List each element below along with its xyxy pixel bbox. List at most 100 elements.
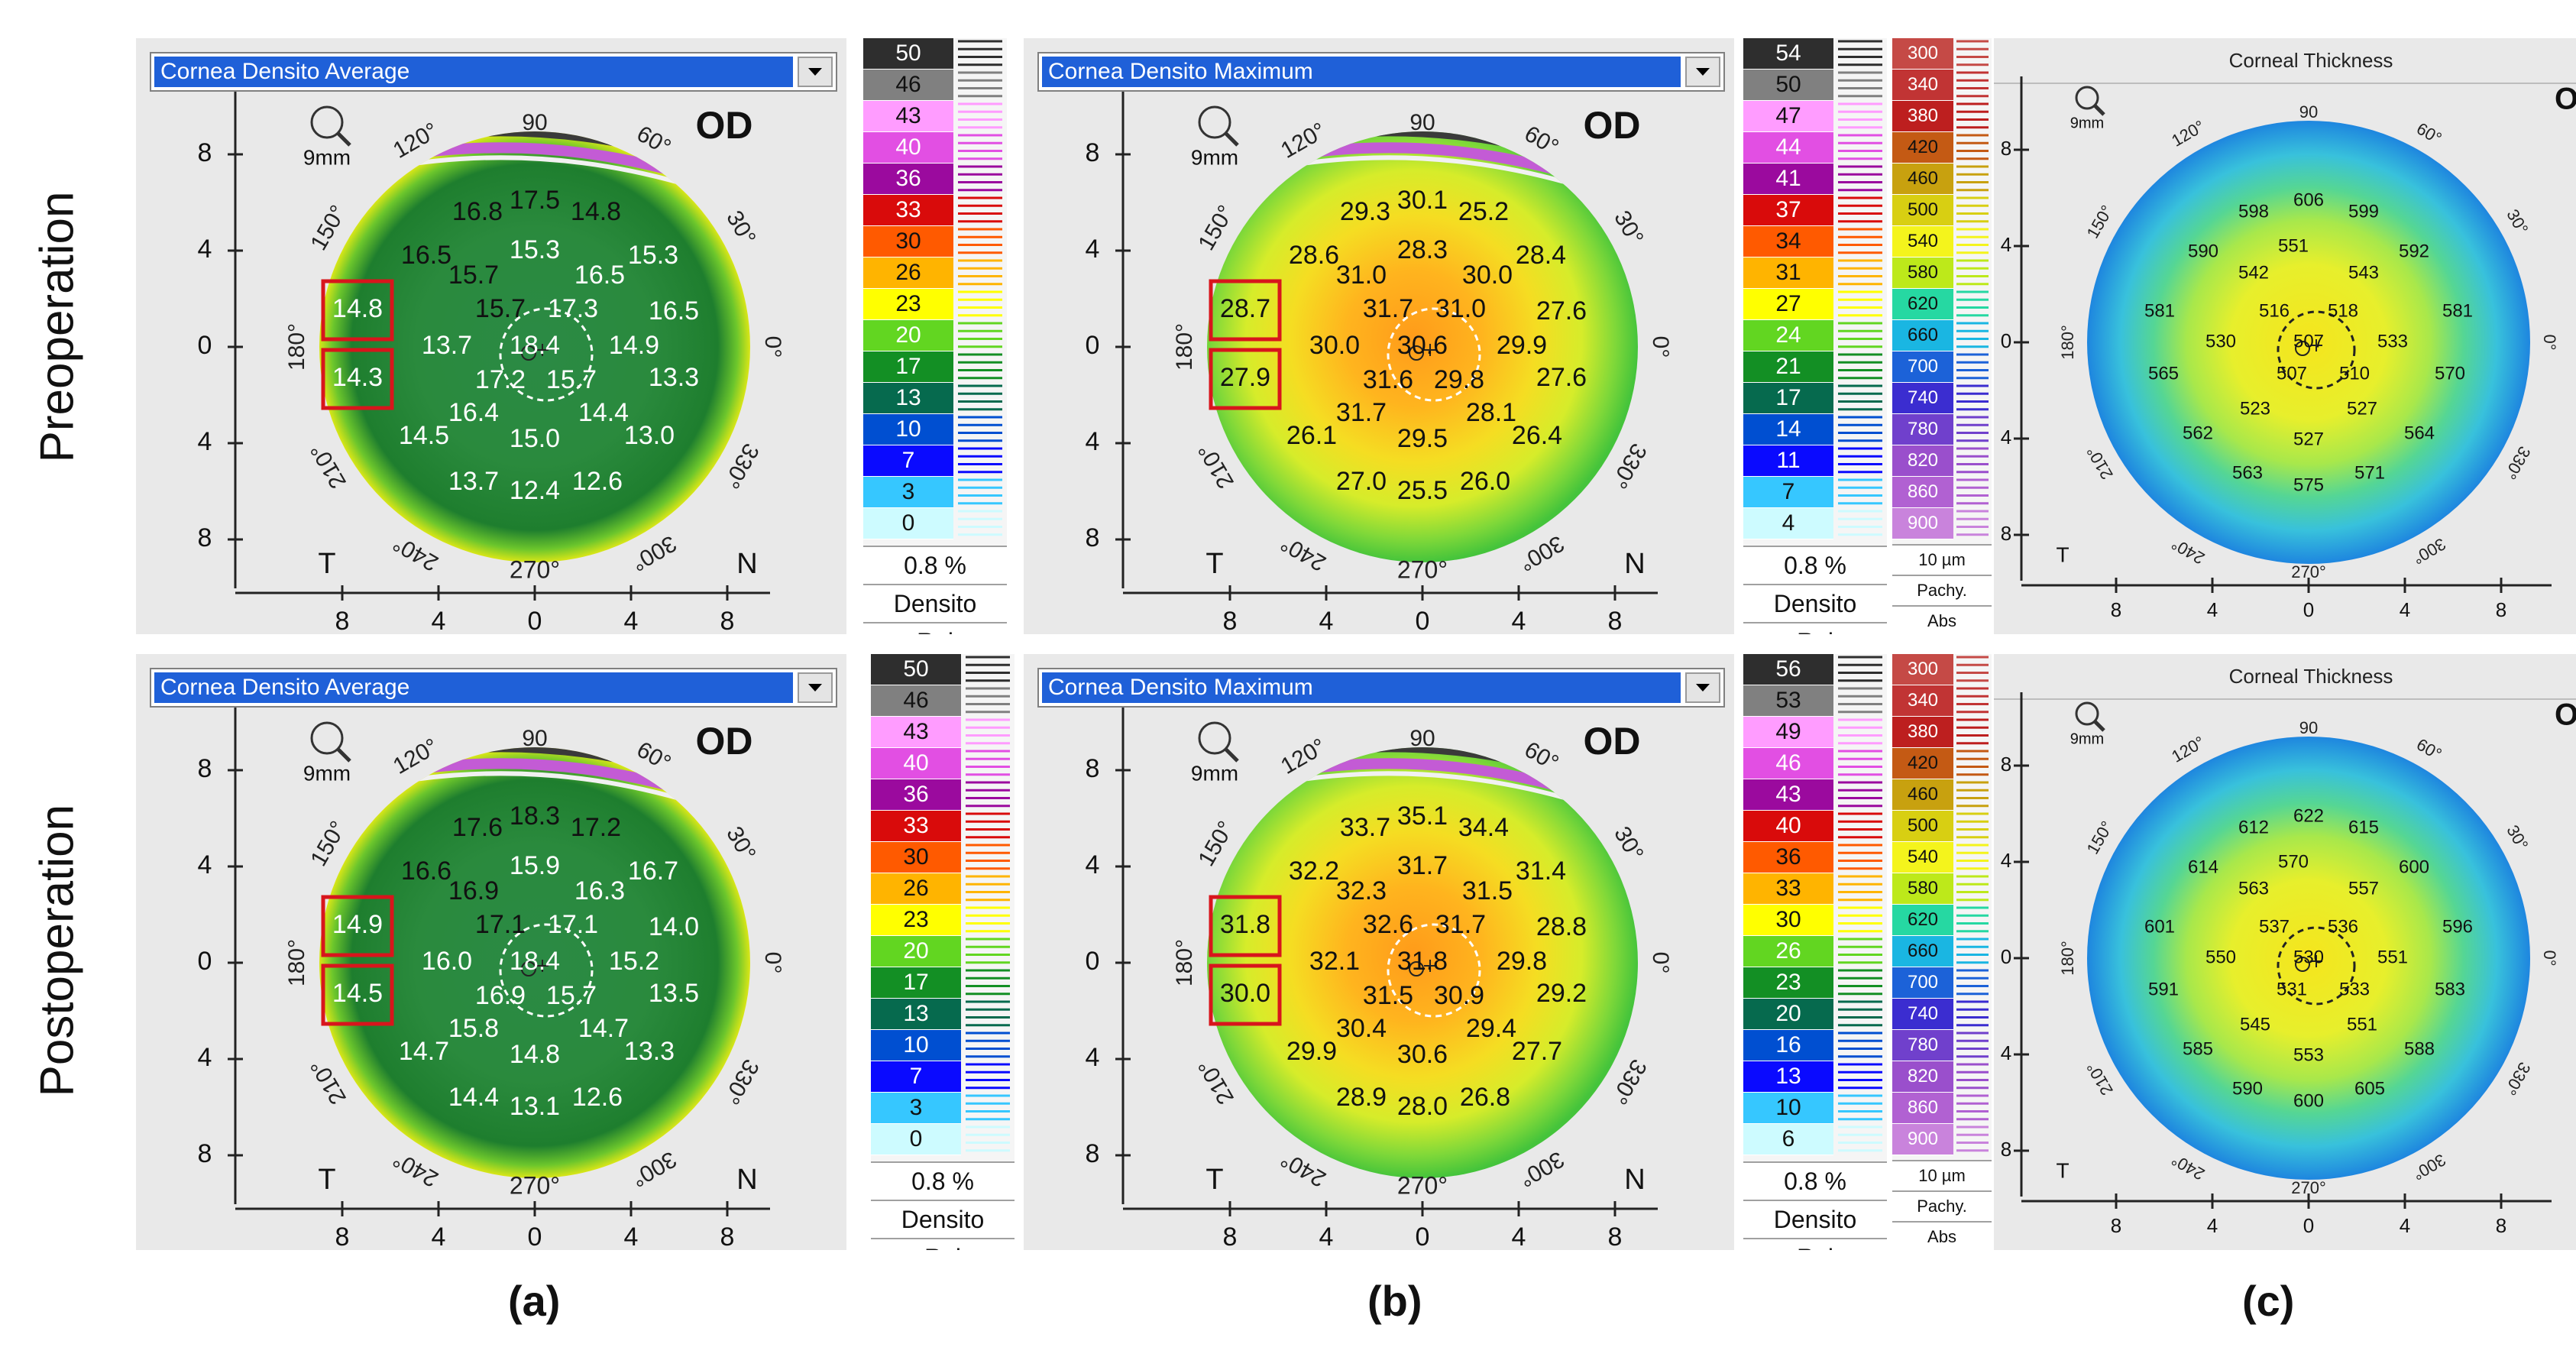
legend-swatch: 36 [871,779,961,811]
legend-mode-rel[interactable]: Rel [1743,1238,1887,1250]
pachy-abs[interactable]: Abs [1892,1221,1992,1250]
zoom-label: 9mm [303,761,351,785]
temporal-label: T [318,548,335,580]
highlight-value: 14.3 [332,363,383,392]
legend-mode-rel[interactable]: Rel [871,1238,1015,1250]
legend-swatch: 23 [1743,967,1833,999]
legend-swatch: 7 [871,1061,961,1093]
chevron-down-icon[interactable] [798,672,833,703]
legend-tick-strip [958,40,1002,536]
axes: 8 4 0 4 8 8 4 0 4 8 [1086,708,1658,1250]
value-label: 13.7 [422,331,472,360]
value-label: 592 [2399,241,2429,261]
legend-swatch: 13 [863,383,953,414]
value-label: 601 [2144,916,2175,937]
value-label: 27.7 [1512,1037,1562,1066]
magnifier-icon[interactable] [1198,105,1239,147]
value-label: 28.6 [1289,241,1339,270]
pachy-swatch: 820 [1892,1061,1953,1093]
legend-tick-strip [1838,40,1882,536]
cornea-disk [2087,121,2530,564]
magnifier-icon[interactable] [2075,86,2105,116]
value-label: 32.6 [1363,910,1413,939]
value-label: 30.6 [1397,1040,1448,1069]
value-label: 31.4 [1516,857,1566,886]
value-label: 15.3 [510,235,560,264]
chevron-down-icon[interactable] [798,57,833,87]
value-label: 599 [2348,201,2379,222]
nasal-label: N [2574,1158,2576,1182]
highlight-value: 30.0 [1220,979,1270,1008]
magnifier-icon[interactable] [2075,701,2105,732]
thickness-title: Corneal Thickness [1994,654,2576,700]
magnifier-icon[interactable] [1198,721,1239,763]
temporal-label: T [1205,1164,1223,1196]
value-label: 16.8 [452,197,503,226]
value-label: 530 [2293,947,2324,967]
angle-label: 180° [1172,323,1197,371]
legend-percent: 0.8 % [1743,1161,1887,1200]
y-tick-label: 4 [198,850,212,879]
map-type-dropdown[interactable]: Cornea Densito Maximum [1037,52,1725,92]
map-type-dropdown[interactable]: Cornea Densito Maximum [1037,668,1725,708]
value-label: 26.0 [1460,467,1510,496]
value-label: 31.8 [1397,947,1448,976]
nasal-label: N [736,548,757,580]
value-label: 31.7 [1336,398,1387,427]
pachy-mode[interactable]: Pachy. [1892,1190,1992,1221]
legend-mode-densito[interactable]: Densito [1743,584,1887,622]
angle-label: 0° [2540,950,2559,966]
chevron-down-icon[interactable] [1685,57,1720,87]
y-tick-label: 8 [1086,523,1100,552]
apex-marker [1409,961,1424,976]
panel-label-c: (c) [2242,1277,2295,1325]
panel-post-thickness: Corneal Thickness 8 4 0 4 8 8 4 0 4 8 120° 150° 180°… [1994,654,2576,1250]
pachy-swatch: 340 [1892,70,1953,101]
map-type-dropdown[interactable]: Cornea Densito Average [150,52,837,92]
legend-swatch: 37 [1743,195,1833,226]
pachy-mode[interactable]: Pachy. [1892,575,1992,605]
y-tick-label: 8 [198,138,212,167]
row-label-preoperation: Preoperation [31,191,84,463]
axes: 8 4 0 4 8 8 4 0 4 8 [1086,92,1658,634]
axes: 8 4 0 4 8 8 4 0 4 8 [198,708,770,1250]
value-label: 530 [2205,331,2236,351]
value-label: 32.2 [1289,857,1339,886]
value-label: 570 [2435,363,2465,384]
panel-pre-average: Cornea Densito Average 8 4 0 4 8 8 4 0 4 8 120° 150… [136,38,846,634]
magnifier-icon[interactable] [310,105,351,147]
legend-swatch: 13 [1743,1061,1833,1093]
temporal-label: T [1205,548,1223,580]
magnifier-icon[interactable] [310,721,351,763]
x-tick-label: 0 [2303,598,2314,621]
angle-label: 30° [1609,206,1648,249]
map-type-dropdown[interactable]: Cornea Densito Average [150,668,837,708]
y-tick-label: 4 [198,427,212,456]
angle-label: 90 [1409,726,1435,751]
value-label: 565 [2148,363,2179,384]
pachy-swatch: 900 [1892,508,1953,539]
eye-label: OD [696,104,753,147]
center-crosshair [536,344,549,356]
legend-mode-rel[interactable]: Rel [1743,622,1887,634]
y-tick-label: 4 [2001,1041,2011,1064]
pachy-abs[interactable]: Abs [1892,605,1992,634]
chevron-down-icon[interactable] [1685,672,1720,703]
legend-mode-densito[interactable]: Densito [863,584,1007,622]
value-label: 523 [2240,398,2270,419]
value-label: 16.5 [574,261,625,290]
legend-mode-rel[interactable]: Rel [863,622,1007,634]
y-tick-label: 4 [2001,233,2011,256]
legend-mode-densito[interactable]: Densito [1743,1200,1887,1238]
x-tick-label: 8 [2111,1214,2121,1237]
legend-pachymetry-pre: 300 340 380 420 460 500 540 580 620 660 700 740 780 8… [1892,38,1992,634]
highlight-box [321,348,394,410]
value-label: 590 [2232,1078,2263,1099]
value-label: 18.4 [510,947,560,976]
value-label: 14.4 [448,1083,499,1112]
pachy-swatch: 420 [1892,132,1953,164]
value-label: 570 [2278,851,2309,872]
x-tick-label: 8 [2496,598,2506,621]
legend-mode-densito[interactable]: Densito [871,1200,1015,1238]
y-tick-label: 8 [2001,753,2011,776]
